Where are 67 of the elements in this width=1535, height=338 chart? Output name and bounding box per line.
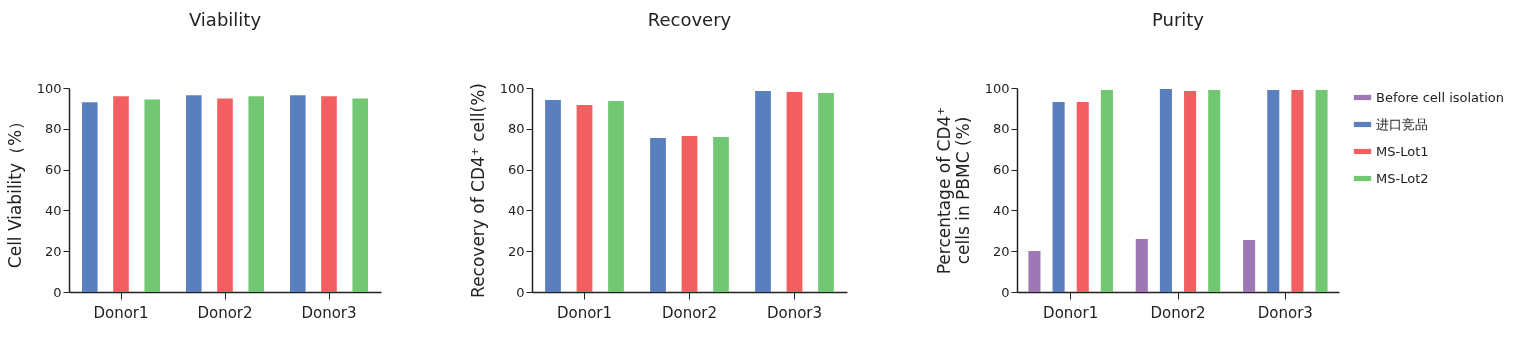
x-tick-label: Donor3 xyxy=(301,303,357,322)
x-tick-label: Donor3 xyxy=(1257,303,1313,322)
chart-title: Recovery xyxy=(647,9,732,30)
chart-title: Purity xyxy=(1151,9,1205,30)
bar xyxy=(217,98,233,292)
bar xyxy=(818,93,834,292)
bar xyxy=(1100,90,1113,292)
chart-title: Viability xyxy=(188,9,262,30)
bar xyxy=(545,100,561,292)
y-tick-label: 100 xyxy=(984,80,1010,96)
legend-label: Before cell isolation xyxy=(1376,89,1504,105)
y-axis-title: Cell Viability（%） xyxy=(4,112,25,269)
y-tick-label: 40 xyxy=(507,202,525,218)
y-axis-title: Recovery of CD4⁺ cell(%) xyxy=(467,83,488,298)
bar xyxy=(608,101,624,292)
bar xyxy=(755,91,771,292)
bar xyxy=(1291,90,1304,292)
bar xyxy=(1243,239,1256,292)
y-tick-label: 0 xyxy=(53,284,62,300)
bar xyxy=(1076,102,1089,292)
bar xyxy=(576,104,593,292)
y-tick-label: 40 xyxy=(44,202,62,218)
y-tick-label: 80 xyxy=(44,121,62,137)
bar xyxy=(113,96,129,292)
y-axis-title: Percentage of CD4⁺ cells in PBMC (%) xyxy=(933,106,973,275)
x-tick-label: Donor1 xyxy=(556,303,613,322)
y-tick-label: 0 xyxy=(1001,284,1010,300)
bar xyxy=(1052,102,1065,292)
y-tick-label: 0 xyxy=(516,284,525,300)
x-tick-label: Donor1 xyxy=(93,303,149,322)
y-tick-label: 100 xyxy=(36,80,62,96)
y-tick-label: 80 xyxy=(992,121,1010,137)
y-tick-label: 100 xyxy=(499,80,525,96)
bar xyxy=(186,95,202,292)
bar xyxy=(1267,90,1280,292)
x-tick-label: Donor2 xyxy=(197,303,253,322)
bar xyxy=(713,136,729,292)
x-tick-label: Donor2 xyxy=(661,303,718,322)
bar xyxy=(650,137,666,292)
x-tick-label: Donor1 xyxy=(1043,303,1099,322)
bar xyxy=(1208,90,1221,292)
x-tick-label: Donor2 xyxy=(1150,303,1206,322)
y-tick-label: 80 xyxy=(507,121,525,137)
y-tick-label: 40 xyxy=(992,202,1010,218)
bar xyxy=(786,92,803,292)
bar xyxy=(1315,90,1328,292)
y-tick-label: 60 xyxy=(992,162,1010,178)
legend-label: MS-Lot1 xyxy=(1376,143,1429,159)
y-tick-label: 20 xyxy=(992,243,1010,259)
legend-label: MS-Lot2 xyxy=(1376,170,1429,186)
bar xyxy=(1184,91,1197,292)
y-tick-label: 20 xyxy=(507,243,525,259)
bar xyxy=(681,135,698,292)
bar xyxy=(290,95,306,292)
bar xyxy=(248,96,264,292)
y-tick-label: 60 xyxy=(507,162,525,178)
bar xyxy=(144,99,160,292)
bar xyxy=(1159,89,1172,292)
legend-label: 进口竞品 xyxy=(1376,116,1428,132)
x-tick-label: Donor3 xyxy=(766,303,823,322)
y-tick-label: 60 xyxy=(44,162,62,178)
bar xyxy=(1135,238,1148,292)
bar xyxy=(352,98,368,292)
bar xyxy=(321,96,337,292)
bar xyxy=(82,102,98,292)
bar xyxy=(1028,251,1041,292)
y-tick-label: 20 xyxy=(44,243,62,259)
